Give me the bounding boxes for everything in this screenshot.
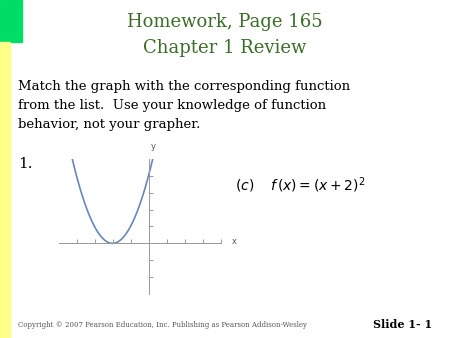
Text: Chapter 1 Review: Chapter 1 Review xyxy=(143,39,307,57)
Text: 1.: 1. xyxy=(18,157,32,171)
Text: Homework, Page 165: Homework, Page 165 xyxy=(127,13,323,31)
Text: x: x xyxy=(231,237,236,246)
Text: $(c)$: $(c)$ xyxy=(235,177,254,193)
Text: Slide 1- 1: Slide 1- 1 xyxy=(373,319,432,331)
Text: $f\,(x) = (x+2)^2$: $f\,(x) = (x+2)^2$ xyxy=(270,175,365,195)
Bar xyxy=(0,42,10,338)
Bar xyxy=(0,0,22,42)
Text: Match the graph with the corresponding function
from the list.  Use your knowled: Match the graph with the corresponding f… xyxy=(18,80,350,131)
Text: Copyright © 2007 Pearson Education, Inc. Publishing as Pearson Addison-Wesley: Copyright © 2007 Pearson Education, Inc.… xyxy=(18,321,307,329)
Text: y: y xyxy=(150,142,155,151)
